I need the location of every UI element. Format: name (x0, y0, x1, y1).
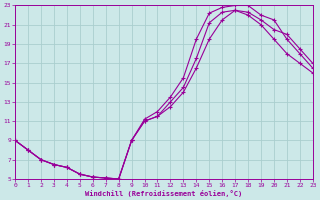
X-axis label: Windchill (Refroidissement éolien,°C): Windchill (Refroidissement éolien,°C) (85, 190, 243, 197)
